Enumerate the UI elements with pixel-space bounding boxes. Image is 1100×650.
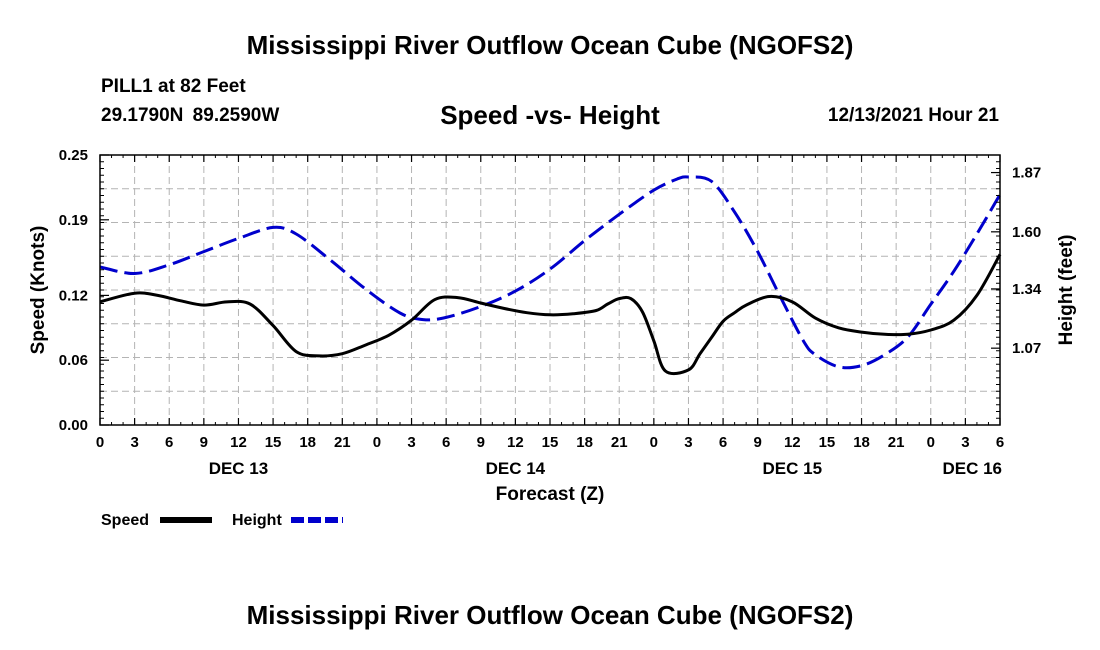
station-coordinates: 29.1790N 89.2590W [101, 105, 280, 126]
x-tick-label: 9 [754, 434, 762, 451]
x-tick-label: 0 [650, 434, 658, 451]
x-tick-label: 15 [819, 434, 836, 451]
x-tick-label: 0 [927, 434, 935, 451]
y-tick-label-right: 1.87 [1012, 165, 1041, 182]
x-tick-label: 12 [784, 434, 801, 451]
x-tick-label: 6 [719, 434, 727, 451]
y-tick-label-right: 1.60 [1012, 224, 1041, 241]
axes [99, 154, 1001, 426]
x-tick-label: 15 [265, 434, 282, 451]
grid [100, 155, 1000, 425]
y-axis-title-left: Speed (Knots) [28, 226, 49, 355]
x-tick-label: 6 [442, 434, 450, 451]
x-tick-label: 21 [334, 434, 351, 451]
x-tick-label: 0 [373, 434, 381, 451]
x-tick-label: 9 [200, 434, 208, 451]
x-tick-label: 18 [853, 434, 870, 451]
x-tick-label: 3 [961, 434, 969, 451]
x-tick-label: 21 [611, 434, 628, 451]
x-tick-label: 3 [130, 434, 138, 451]
station-name: PILL1 at 82 Feet [101, 76, 246, 97]
x-tick-label: 18 [576, 434, 593, 451]
x-tick-label: 9 [477, 434, 485, 451]
y-tick-label-right: 1.07 [1012, 340, 1041, 357]
x-tick-label: 0 [96, 434, 104, 451]
series-line-speed [99, 253, 1002, 376]
chart-subtitle: Speed -vs- Height [440, 100, 660, 130]
x-tick-label: 15 [542, 434, 559, 451]
x-day-label: DEC 16 [942, 459, 1002, 478]
x-tick-label: 3 [407, 434, 415, 451]
x-tick-label: 18 [299, 434, 316, 451]
x-tick-label: 3 [684, 434, 692, 451]
y-tick-label-left: 0.12 [59, 287, 88, 304]
y-tick-label-left: 0.06 [59, 352, 88, 369]
x-tick-label: 21 [888, 434, 905, 451]
x-axis-title: Forecast (Z) [496, 484, 605, 505]
legend: Speed Height [101, 512, 343, 529]
x-day-label: DEC 15 [763, 459, 823, 478]
forecast-datetime: 12/13/2021 Hour 21 [827, 105, 999, 126]
series-line-height [99, 175, 1002, 370]
x-day-label: DEC 13 [209, 459, 269, 478]
series [99, 175, 1002, 376]
legend-label-speed: Speed [101, 512, 149, 529]
x-tick-label: 12 [230, 434, 247, 451]
x-tick-label: 6 [165, 434, 173, 451]
x-day-label: DEC 14 [486, 459, 546, 478]
chart-main-title: Mississippi River Outflow Ocean Cube (NG… [246, 30, 854, 60]
y-tick-label-left: 0.00 [59, 417, 88, 434]
footer-title: Mississippi River Outflow Ocean Cube (NG… [246, 600, 854, 630]
legend-label-height: Height [232, 512, 282, 529]
axis-labels: Forecast (Z) Speed (Knots) Height (feet)… [28, 147, 1077, 505]
x-tick-label: 6 [996, 434, 1004, 451]
y-tick-label-right: 1.34 [1012, 281, 1042, 298]
y-tick-label-left: 0.25 [59, 147, 88, 164]
x-tick-label: 12 [507, 434, 524, 451]
y-axis-title-right: Height (feet) [1056, 235, 1077, 346]
y-tick-label-left: 0.19 [59, 212, 88, 229]
